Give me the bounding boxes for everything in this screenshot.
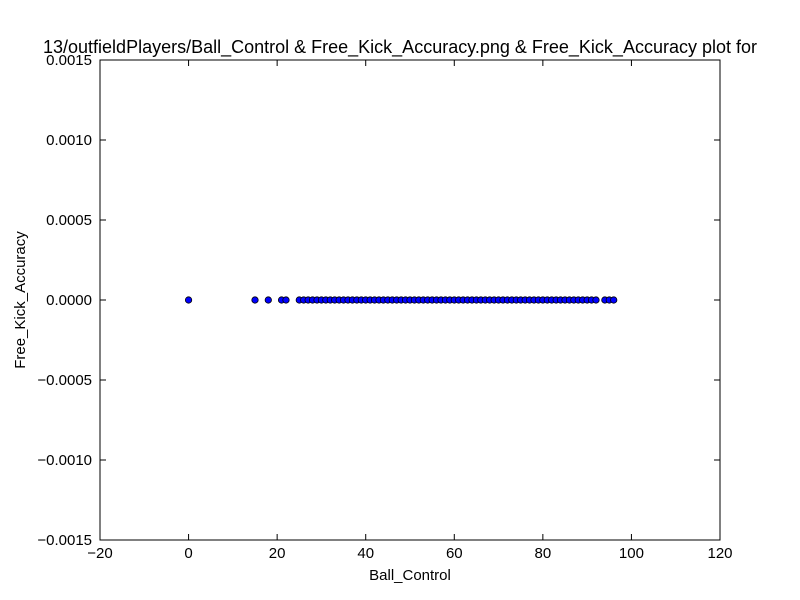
scatter-point [264, 296, 272, 304]
scatter-point [282, 296, 290, 304]
scatter-point [592, 296, 600, 304]
y-tick-label: 0.0010 [46, 132, 92, 149]
chart-title: 13/outfieldPlayers/Ball_Control & Free_K… [43, 37, 757, 58]
x-axis-label: Ball_Control [369, 567, 451, 584]
x-tick-label: 120 [707, 545, 732, 562]
scatter-point [610, 296, 618, 304]
y-tick-label: −0.0005 [37, 372, 92, 389]
axis-ticks: −20 0 20 40 60 80 100 120 −0.0015 −0.0010 −0.0005 0… [37, 52, 732, 562]
y-tick-label: 0.0015 [46, 52, 92, 69]
x-tick-label: 0 [184, 545, 192, 562]
x-tick-label: 80 [535, 545, 552, 562]
scatter-point [184, 296, 193, 304]
x-tick-label: 20 [269, 545, 286, 562]
y-tick-label: −0.0010 [37, 452, 92, 469]
scatter-point [251, 296, 259, 304]
x-tick-label: 100 [619, 545, 644, 562]
x-tick-label: 60 [446, 545, 463, 562]
plot-frame [99, 59, 721, 541]
scatter-points [184, 296, 618, 304]
y-tick-label: 0.0005 [46, 212, 92, 229]
y-tick-label: −0.0015 [37, 532, 92, 549]
x-tick-label: −20 [87, 545, 112, 562]
y-axis-label: Free_Kick_Accuracy [12, 231, 29, 369]
y-tick-label: 0.0000 [46, 292, 92, 309]
x-tick-label: 40 [357, 545, 374, 562]
